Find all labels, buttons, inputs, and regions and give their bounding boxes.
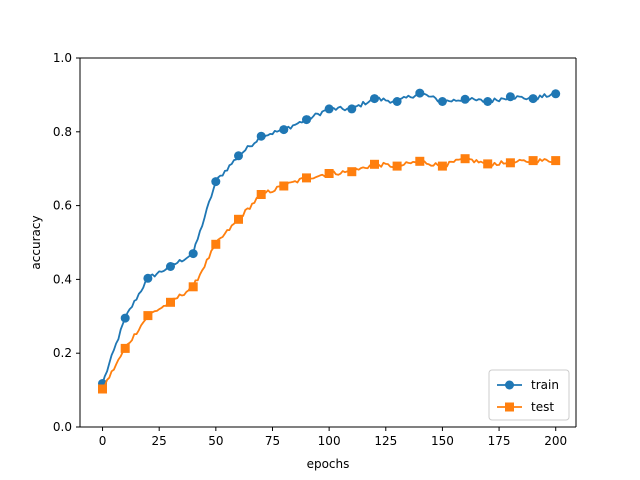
legend-marker-train [505,380,514,390]
data-point-test [120,343,130,353]
data-point-train [211,177,221,187]
data-point-test [505,158,515,168]
data-point-test [279,181,289,191]
data-point-test [302,173,311,183]
data-point-test [528,156,538,166]
data-point-test [188,282,198,292]
y-tick-label: 0.0 [53,420,72,434]
legend-marker-test [505,402,514,412]
data-point-train [392,97,402,106]
data-point-test [392,161,402,171]
data-point-test [347,167,357,177]
data-point-test [460,154,470,164]
data-point-train [234,151,243,161]
data-point-train [324,104,334,114]
data-point-test [551,156,561,166]
data-point-train [528,94,538,104]
y-tick-label: 1.0 [53,51,72,65]
data-point-train [551,89,561,99]
data-point-train [279,125,289,135]
data-point-test [98,384,107,394]
x-tick-label: 50 [208,434,223,448]
x-tick-label: 150 [431,434,454,448]
data-point-test [483,159,493,169]
y-tick-label: 0.8 [53,125,72,139]
data-point-train [505,92,515,102]
data-point-test [415,156,425,166]
data-point-train [302,115,311,125]
data-point-train [166,262,175,271]
data-point-train [437,97,447,106]
data-point-train [415,88,425,98]
data-point-train [256,131,266,141]
x-axis-label: epochs [307,457,350,471]
data-point-test [256,190,266,199]
y-tick-label: 0.6 [53,199,72,213]
x-tick-label: 200 [544,434,567,448]
plot-area [80,58,576,427]
x-tick-label: 100 [318,434,341,448]
data-point-train [347,104,357,114]
y-axis-label: accuracy [29,215,43,269]
data-point-train [143,273,153,283]
data-point-train [120,313,130,323]
data-point-test [324,169,334,178]
y-tick-label: 0.2 [53,346,72,360]
data-point-test [211,239,221,249]
data-point-train [370,94,379,104]
legend-label-test: test [531,400,554,414]
data-point-train [483,97,493,106]
data-point-test [166,297,175,307]
x-tick-label: 0 [99,434,107,448]
x-tick-label: 125 [374,434,397,448]
data-point-train [460,94,470,104]
data-point-test [370,159,379,169]
y-tick-label: 0.4 [53,272,72,286]
data-point-test [437,161,447,171]
legend-label-train: train [531,378,559,392]
x-tick-label: 175 [488,434,511,448]
legend: train test [488,369,570,421]
data-point-train [188,249,198,259]
x-tick-label: 25 [152,434,167,448]
data-point-test [143,311,153,321]
x-tick-label: 75 [265,434,280,448]
data-point-test [234,214,243,224]
